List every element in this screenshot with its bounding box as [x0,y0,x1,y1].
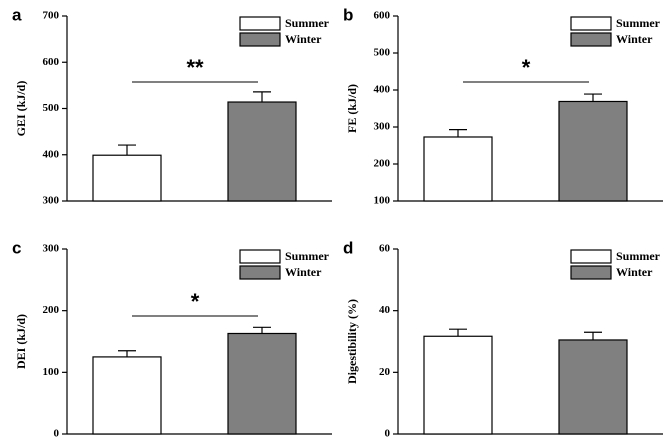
legend-label: Summer [616,16,661,30]
y-tick-label: 20 [379,366,391,378]
significance-label: * [522,55,531,80]
y-tick-label: 40 [379,304,391,316]
y-tick-label: 700 [43,10,60,22]
y-tick-label: 0 [385,428,391,440]
y-tick-label: 600 [43,56,60,68]
y-axis-label: DEI (kJ/d) [14,314,28,369]
panel-label: a [12,5,22,24]
significance-label: ** [186,55,204,80]
y-tick-label: 100 [374,195,391,207]
y-tick-label: 500 [374,47,391,59]
panel-label: c [12,238,21,257]
legend-swatch [239,265,281,280]
bar [92,154,162,202]
legend-label: Summer [616,249,661,263]
legend-label: Winter [285,265,322,279]
y-tick-label: 600 [374,10,391,22]
y-axis-label: FE (kJ/d) [345,84,359,133]
bar [558,100,628,202]
y-tick-label: 200 [43,304,60,316]
legend-label: Summer [285,249,330,263]
legend-swatch [570,265,612,280]
significance-label: * [191,289,200,314]
legend-swatch [239,16,281,31]
legend-label: Winter [616,32,653,46]
y-tick-label: 100 [43,366,60,378]
y-tick-label: 400 [374,84,391,96]
y-tick-label: 300 [43,243,60,255]
bar [423,136,493,202]
panel-label: d [343,238,353,257]
bar [423,335,493,435]
panel-label: b [343,5,353,24]
bar [227,332,297,435]
bar [558,339,628,435]
legend-swatch [570,32,612,47]
y-tick-label: 200 [374,158,391,170]
legend-swatch [239,249,281,264]
y-tick-label: 300 [374,121,391,133]
y-tick-label: 400 [43,148,60,160]
y-tick-label: 0 [54,428,60,440]
legend-swatch [239,32,281,47]
y-axis-label: Digestibility (%) [345,299,359,384]
legend-label: Summer [285,16,330,30]
legend-swatch [570,249,612,264]
bar [227,101,297,202]
y-tick-label: 500 [43,102,60,114]
legend-label: Winter [285,32,322,46]
y-tick-label: 60 [379,243,391,255]
legend-swatch [570,16,612,31]
y-axis-label: GEI (kJ/d) [14,81,28,137]
legend-label: Winter [616,265,653,279]
bar [92,356,162,435]
y-tick-label: 300 [43,195,60,207]
